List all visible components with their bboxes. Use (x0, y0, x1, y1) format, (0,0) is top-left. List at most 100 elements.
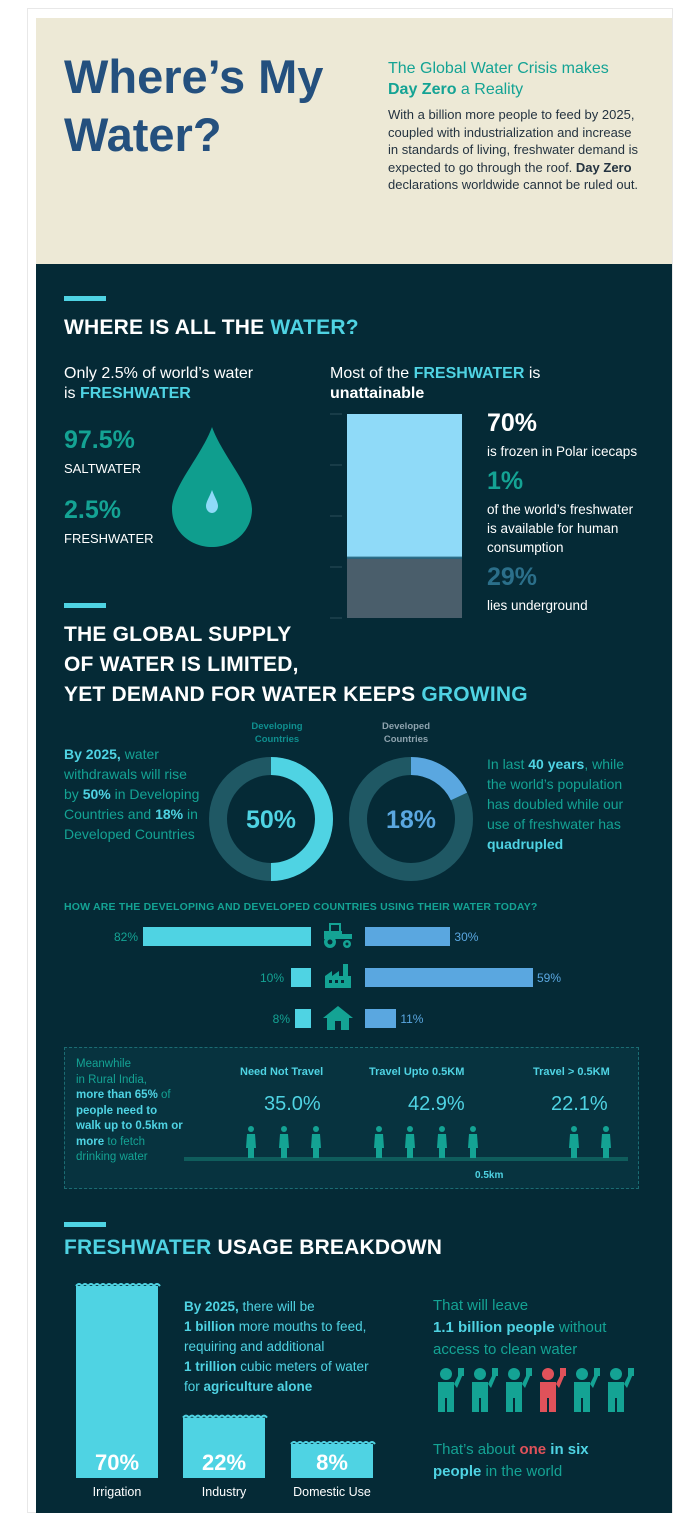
section2-heading-line-3: YET DEMAND FOR WATER KEEPS GROWING (64, 680, 528, 710)
unattainable-line-2: unattainable (330, 384, 590, 404)
donut-developed-line-2: Countries (383, 734, 429, 745)
tractor-icon (324, 923, 352, 948)
travel-col-3-heading: Travel > 0.5KM (533, 1066, 610, 1078)
subtitle-bold: Day Zero (388, 81, 457, 98)
rural-line-3: more than 65% of (76, 1088, 214, 1104)
unattainable-accent: FRESHWATER (413, 365, 525, 382)
mouths-line-5: for agriculture alone (184, 1377, 414, 1397)
clean-water-text: That will leave 1.1 billion people witho… (433, 1295, 653, 1361)
unattainable-line-1: Most of the FRESHWATER is (330, 364, 590, 384)
people-drinking-icons (438, 1368, 634, 1412)
unattainable-pre: Most of the (330, 365, 414, 382)
section1-accent-bar (64, 296, 106, 301)
person-drinking-icon (608, 1368, 634, 1412)
mouths-t1: there will be (238, 1299, 315, 1314)
section2-heading-accent: GROWING (421, 683, 528, 706)
row-domestic-developed-bar (365, 1009, 397, 1028)
section1-heading-text: WHERE IS ALL THE (64, 316, 271, 339)
donut-developed-label: Developed Countries (361, 720, 451, 746)
usage-bar (183, 1417, 265, 1478)
usage-question: HOW ARE THE DEVELOPING AND DEVELOPED COU… (64, 901, 538, 913)
rural-line-5: walk up to 0.5km or (76, 1119, 214, 1135)
one-in-six-line-1: That’s about one in six (433, 1439, 653, 1461)
mouths-line-1: By 2025, there will be (184, 1297, 414, 1317)
rural-line-6: more to fetch (76, 1135, 214, 1151)
stat-frozen-value: 70% (487, 409, 538, 437)
section3-accent-bar (64, 1222, 106, 1227)
title-line-2: Water? (64, 108, 222, 161)
donut-developed: 18% (349, 757, 473, 881)
row-industry-developed-bar (365, 968, 533, 987)
person-icon (601, 1126, 611, 1158)
clean-water-t2: without (554, 1319, 607, 1336)
section1-heading-accent: WATER? (270, 316, 359, 339)
freshwater-stack-chart (330, 413, 462, 619)
donut-developing-line-1: Developing (251, 721, 303, 732)
person-drinking-icon (540, 1368, 566, 1412)
donut-developing: 50% (209, 757, 333, 881)
stat-available-line-2: is available for human (487, 521, 619, 536)
row-domestic-developing-bar (294, 1009, 311, 1028)
donut-developed-value: 18% (386, 806, 436, 834)
mouths-b3: 1 trillion (184, 1359, 237, 1374)
title-line-1: Where’s My (64, 50, 324, 103)
stat-underground-label: lies underground (487, 598, 588, 613)
row-industry-developing-label: 10% (259, 971, 284, 985)
person-icon (437, 1126, 447, 1158)
mouths-t5: for (184, 1379, 204, 1394)
clean-water-line-2: 1.1 billion people without (433, 1317, 653, 1339)
subtitle-line-1: The Global Water Crisis makes (388, 60, 609, 77)
rural-b4: more (76, 1135, 105, 1148)
rural-b3: walk up to 0.5km or (76, 1120, 183, 1132)
mouths-line-3: requiring and additional (184, 1339, 325, 1354)
usage-bar-wave (182, 1414, 268, 1420)
one-in-six-t1: That’s about (433, 1441, 520, 1458)
hero-body-text: With a billion more people to feed by 20… (388, 107, 639, 175)
rural-b2: people need to (76, 1104, 158, 1117)
subtitle-post: a Reality (456, 81, 524, 98)
donut-developing-arc (270, 757, 333, 881)
section2-heading-line-3-text: YET DEMAND FOR WATER KEEPS (64, 683, 422, 706)
irrigation-value: 70% (94, 1450, 140, 1475)
row-domestic-developing-label: 8% (272, 1012, 290, 1026)
walking-people-figures (184, 1126, 628, 1161)
donut-developing-value: 50% (246, 806, 296, 834)
one-in-six-t2: in the world (481, 1463, 563, 1480)
clean-water-line-1: That will leave (433, 1297, 529, 1314)
mouths-line-4: 1 trillion cubic meters of water (184, 1357, 414, 1377)
domestic-label: Domestic Use (293, 1485, 371, 1499)
unattainable-bold: unattainable (330, 385, 425, 402)
usage-bar-group (75, 1283, 376, 1478)
section3-heading: FRESHWATER USAGE BREAKDOWN (64, 1233, 442, 1263)
person-icon (468, 1126, 478, 1158)
section3-heading-accent: FRESHWATER (64, 1236, 212, 1259)
rural-line-2: in Rural India, (76, 1073, 147, 1086)
withdrawals-b1: By 2025, (64, 746, 121, 762)
travel-col-1-heading: Need Not Travel (240, 1066, 324, 1078)
row-agri-developed-label: 30% (454, 930, 479, 944)
industry-label: Industry (201, 1485, 247, 1499)
quadrupled-t2: , while the world’s population has doubl… (487, 756, 624, 832)
freshwater-intro: Only 2.5% of world’s water is FRESHWATER (64, 364, 304, 404)
stat-underground-value: 29% (487, 563, 538, 591)
intro-line-2: is FRESHWATER (64, 384, 304, 404)
rural-line-1: Meanwhile (76, 1058, 131, 1070)
hero-subtitle: The Global Water Crisis makes Day Zero a… (388, 58, 648, 100)
travel-col-2-value: 42.9% (408, 1093, 465, 1115)
people-row (438, 1368, 634, 1412)
unattainable-intro: Most of the FRESHWATER is unattainable (330, 364, 590, 404)
section3-heading-text: USAGE BREAKDOWN (211, 1236, 443, 1259)
stat-available-line-3: consumption (487, 540, 564, 555)
mouths-b1: By 2025, (184, 1299, 239, 1314)
stat-available: 1% of the world’s freshwater is availabl… (487, 467, 662, 557)
row-industry-developed-label: 59% (537, 971, 562, 985)
withdrawals-b3: 18% (155, 806, 184, 822)
clean-water-line-3: access to clean water (433, 1341, 578, 1358)
person-drinking-icon (472, 1368, 498, 1412)
stack-gridlines (330, 413, 342, 619)
row-industry-developing-bar (290, 968, 311, 987)
subtitle-line-2: Day Zero a Reality (388, 79, 648, 100)
withdrawals-t1: water withdrawals will rise by (64, 746, 187, 802)
row-agri-developing-bar (143, 927, 311, 946)
stat-available-value: 1% (487, 467, 524, 495)
